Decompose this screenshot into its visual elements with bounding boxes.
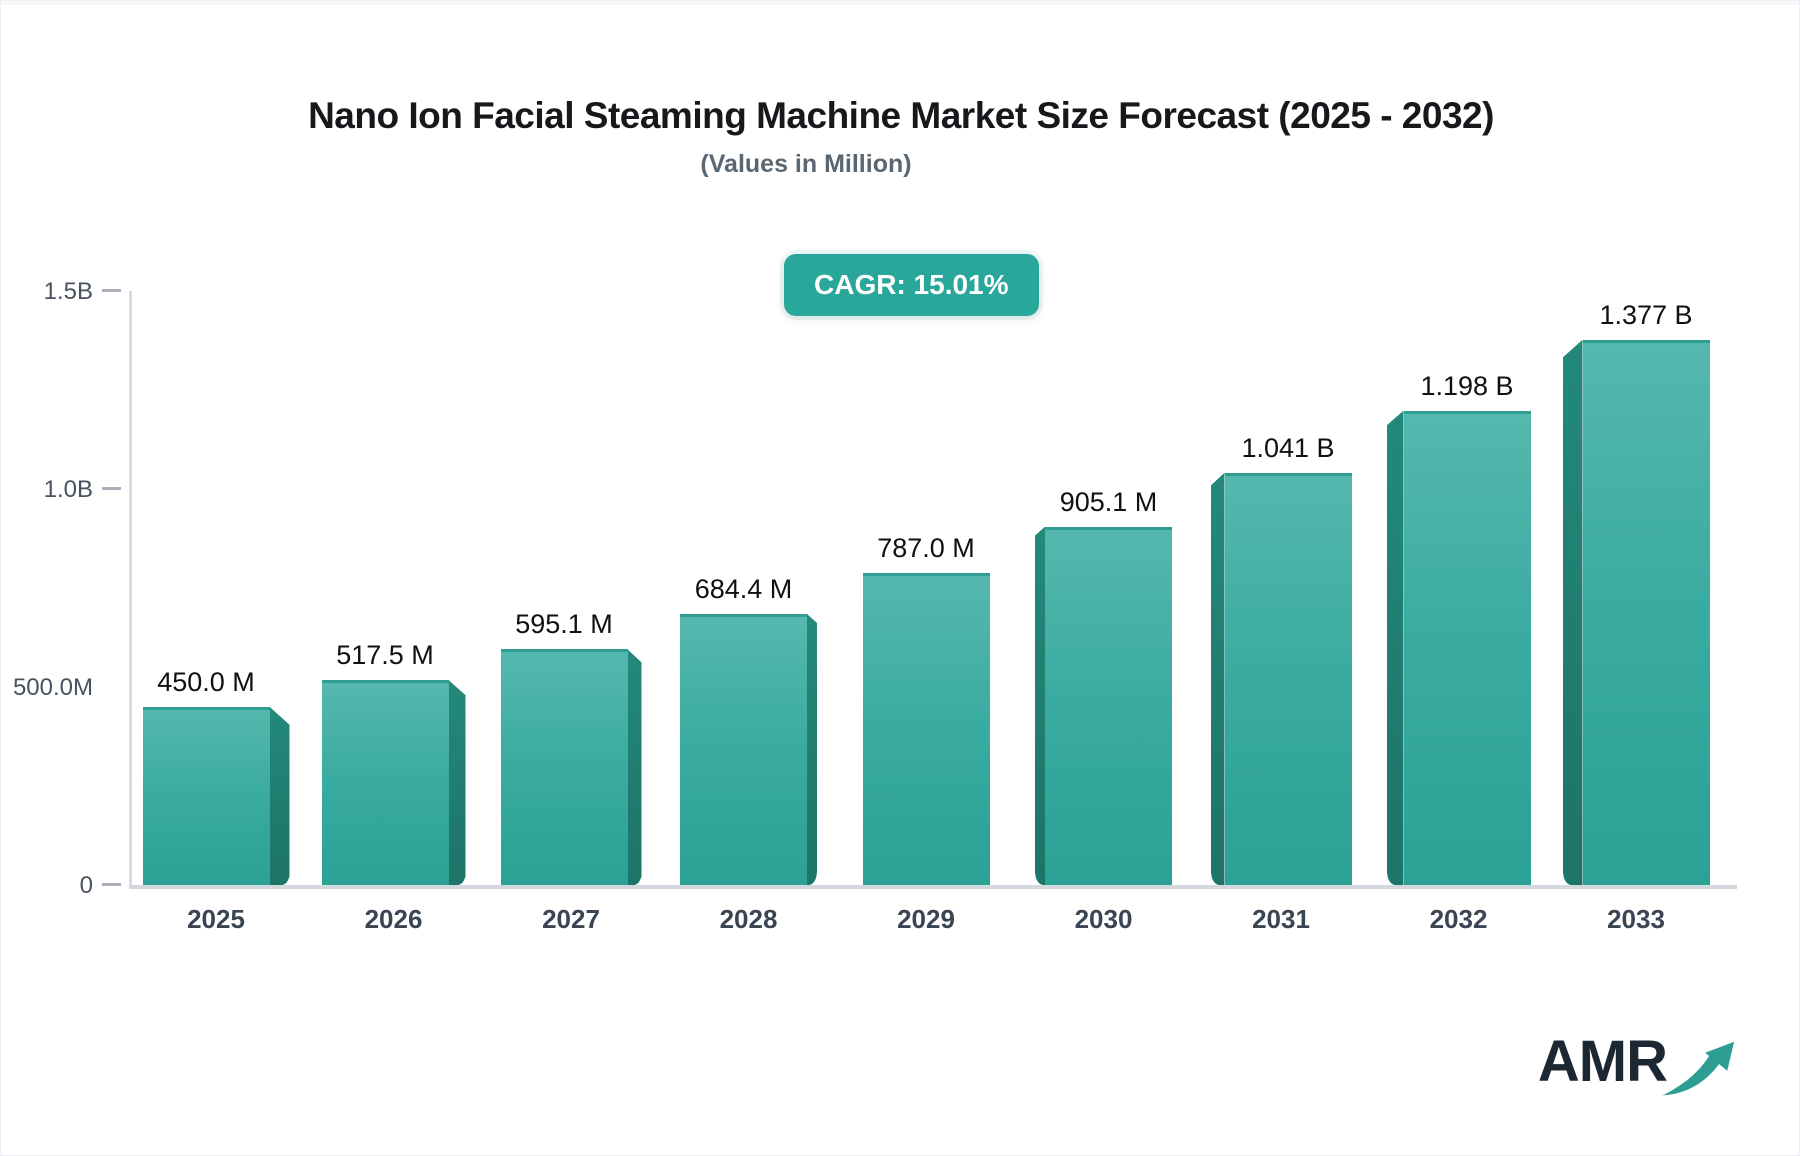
- y-axis-label: 1.5B: [43, 278, 93, 305]
- bar-value-label: 1.377 B: [1599, 299, 1693, 330]
- bar-3d-side: [1386, 410, 1404, 885]
- bar: [321, 680, 466, 885]
- bar: [500, 649, 642, 885]
- page-top-border: [1, 1, 1799, 5]
- bar: [1386, 410, 1531, 885]
- bar: [1035, 526, 1172, 885]
- bar-face: [1582, 339, 1710, 885]
- cagr-badge: CAGR: 15.01%: [784, 254, 1039, 316]
- bar-value-label: 905.1 M: [1059, 486, 1158, 517]
- bar-value-label: 595.1 M: [515, 609, 613, 640]
- chart-title: Nano Ion Facial Steaming Machine Market …: [308, 95, 1494, 136]
- bar-face: [1045, 526, 1172, 885]
- bar-face: [1403, 410, 1531, 885]
- bar: [862, 573, 990, 885]
- x-axis-line: [129, 885, 1737, 889]
- bar-value-label: 450.0 M: [157, 666, 255, 697]
- bar: [680, 613, 817, 885]
- bar-value-label: 1.041 B: [1241, 432, 1335, 463]
- bar-value-label: 1.198 B: [1420, 370, 1514, 401]
- y-axis-label: 1.0B: [43, 476, 93, 503]
- x-axis-category-label: 2032: [1429, 904, 1488, 934]
- x-axis-category-label: 2029: [897, 904, 955, 934]
- bar-value-label: 787.0 M: [877, 533, 975, 564]
- chart-subtitle: (Values in Million): [700, 150, 912, 178]
- amr-logo: AMR: [1538, 1033, 1737, 1101]
- y-axis-label: 0: [79, 872, 93, 899]
- bar: [1562, 339, 1710, 885]
- bar: [1210, 472, 1352, 885]
- amr-logo-text: AMR: [1537, 1029, 1668, 1094]
- bar: [142, 706, 290, 885]
- bar-value-label: 684.4 M: [694, 573, 793, 604]
- bar-3d-side: [807, 613, 817, 885]
- y-axis-tick: [102, 487, 121, 490]
- y-axis-tick: [102, 883, 121, 886]
- y-axis-line: [129, 291, 132, 885]
- x-axis-category-label: 2027: [542, 904, 600, 934]
- x-axis-category-label: 2033: [1607, 904, 1665, 934]
- bar-value-label: 517.5 M: [336, 640, 434, 671]
- x-axis-category-label: 2026: [364, 904, 423, 934]
- x-axis-category-label: 2028: [719, 904, 778, 934]
- bar-3d-side: [1562, 339, 1583, 885]
- x-axis-category-label: 2031: [1252, 904, 1310, 934]
- bar-face: [142, 706, 270, 885]
- x-axis-category-label: 2030: [1074, 904, 1133, 934]
- bar-face: [862, 573, 990, 885]
- bar-face: [500, 649, 628, 885]
- x-axis-category-label: 2025: [187, 904, 245, 934]
- bar-face: [321, 680, 449, 885]
- bar-face: [680, 613, 807, 885]
- bar-3d-side: [448, 680, 466, 885]
- bar-3d-side: [269, 706, 290, 885]
- bar-3d-side: [1035, 526, 1045, 885]
- bar-face: [1224, 472, 1352, 885]
- y-axis-tick: [102, 289, 121, 292]
- trending-up-arrow-icon: [1662, 1041, 1735, 1096]
- bar-3d-side: [627, 649, 642, 885]
- bar-3d-side: [1210, 472, 1225, 885]
- y-axis-label: 500.0M: [12, 674, 93, 701]
